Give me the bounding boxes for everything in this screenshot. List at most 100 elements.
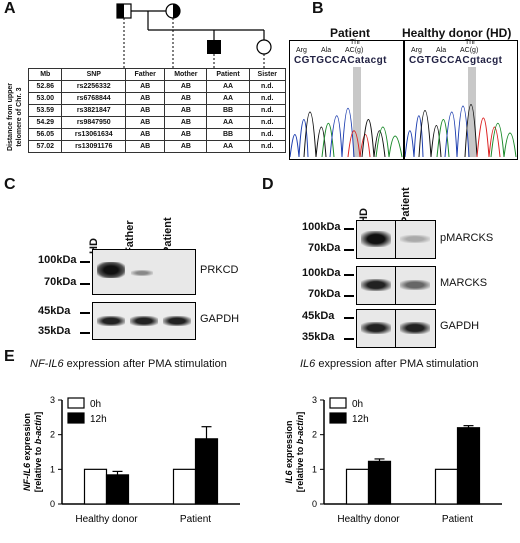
x-tick-label: Healthy donor	[337, 514, 400, 525]
marker-70kda: 70kDa	[308, 242, 341, 254]
cell: rs13061634	[61, 128, 127, 141]
marker-35kda: 35kDa	[38, 325, 71, 337]
side-label-line-2: telomere of Chr. 3	[16, 87, 23, 147]
snp-row: 54.29 rs9847950 AB AB AA n.d.	[27, 116, 287, 129]
chromatogram-hd-title: Healthy donor (HD)	[402, 26, 512, 40]
cell: AB	[164, 140, 208, 153]
chromatogram-hd: Arg Ala Thr AC(g) CGTGCCACgtacgt	[404, 39, 518, 160]
variant-highlight	[468, 67, 476, 157]
chromatogram-patient-title: Patient	[330, 26, 371, 40]
legend-swatch-12h	[67, 412, 85, 424]
bar-12h	[194, 438, 219, 505]
cell: n.d.	[248, 140, 287, 153]
blot-label-prkcd: PRKCD	[200, 264, 239, 276]
legend-label-0h: 0h	[352, 399, 363, 410]
aa-thr: Thr	[465, 39, 476, 46]
lane-label-patient: Patient	[400, 187, 412, 224]
blot-marcks	[356, 266, 436, 305]
bar-0h	[83, 468, 108, 505]
bar-0h	[345, 468, 370, 505]
marker-tick	[344, 249, 354, 251]
legend-swatch-0h	[329, 397, 347, 409]
cell: n.d.	[248, 80, 287, 93]
variant-highlight	[353, 67, 361, 157]
title-italic: NF-IL6	[30, 358, 64, 370]
snp-row: 56.05 rs13061634 AB AB BB n.d.	[27, 128, 287, 141]
snp-row: 57.02 rs13091176 AB AB AA n.d.	[27, 140, 287, 153]
cell: BB	[206, 128, 250, 141]
snp-row: 52.86 rs2256332 AB AB AA n.d.	[27, 80, 287, 93]
snp-header-row: Mb SNP Father Mother Patient Sister	[27, 68, 287, 81]
y-axis-label-2: [relative to b-actin]	[295, 412, 305, 493]
chart-nfil6: 0 1 2 3 NF-IL6 expression[relative to b-acti…	[22, 395, 240, 525]
chart-title-il6: IL6 expression after PMA stimulation	[300, 358, 479, 370]
hd-sequence: CGTGCCACgtacgt	[409, 55, 503, 66]
cell: 53.00	[27, 92, 63, 105]
marker-tick	[344, 317, 354, 319]
bar-12h	[105, 474, 130, 505]
band	[130, 316, 158, 326]
y-axis-label: IL6 expression	[284, 420, 294, 483]
cell: rs13091176	[61, 140, 127, 153]
band	[361, 279, 391, 291]
chromatogram-patient: Arg Ala Thr AC(g) CGTGCCACatacgt	[289, 39, 404, 160]
cell: AB	[164, 116, 208, 129]
cell: AB	[125, 140, 166, 153]
y-axis-label-2: [relative to b-actin]	[33, 412, 43, 493]
pedigree-sister	[256, 39, 272, 55]
cell: AB	[164, 128, 208, 141]
pedigree-patient	[207, 40, 221, 54]
cell: AA	[206, 140, 250, 153]
cell: AA	[206, 80, 250, 93]
legend-swatch-12h	[329, 412, 347, 424]
aa-arg: Arg	[411, 47, 422, 54]
bar-0h	[172, 468, 197, 505]
pedigree	[116, 3, 272, 68]
col-mother: Mother	[164, 68, 208, 81]
band	[400, 322, 430, 334]
cell: 54.29	[27, 116, 63, 129]
bar-0h	[434, 468, 459, 505]
marker-100kda: 100kDa	[38, 254, 77, 266]
legend-swatch-0h	[67, 397, 85, 409]
band	[361, 231, 391, 247]
splice-line	[395, 267, 396, 304]
codon-label: AC(g)	[460, 47, 479, 54]
cell: AB	[125, 104, 166, 117]
band	[400, 280, 430, 290]
x-tick-label: Patient	[180, 514, 211, 525]
codon-label: AC(g)	[345, 47, 364, 54]
marker-70kda: 70kDa	[44, 276, 77, 288]
pedigree-mother	[165, 3, 181, 19]
hd-trace	[405, 104, 517, 158]
blot-gapdh	[92, 302, 196, 340]
marker-70kda: 70kDa	[308, 288, 341, 300]
y-tick-label: 2	[312, 430, 317, 440]
marker-35kda: 35kDa	[302, 331, 335, 343]
cell: n.d.	[248, 104, 287, 117]
cell: AA	[206, 116, 250, 129]
blot-pmarcks	[356, 220, 436, 259]
marker-tick	[80, 312, 90, 314]
snp-row: 53.00 rs6768844 AB AB AA n.d.	[27, 92, 287, 105]
legend-label-0h: 0h	[90, 399, 101, 410]
snp-table: Mb SNP Father Mother Patient Sister 52.8…	[27, 68, 287, 153]
y-tick-label: 1	[50, 464, 55, 474]
cell: AB	[125, 92, 166, 105]
marker-tick	[344, 228, 354, 230]
panel-letter-e: E	[4, 348, 15, 365]
cell: AB	[164, 80, 208, 93]
chart-il6: 0 1 2 3 IL6 expression [relative to b-actin] H…	[284, 395, 502, 525]
marker-tick	[344, 295, 354, 297]
title-rest: expression after PMA stimulation	[315, 358, 479, 370]
patient-trace	[290, 107, 403, 158]
blot-label-gapdh: GAPDH	[440, 320, 480, 332]
band	[97, 316, 125, 326]
cell: 57.02	[27, 140, 63, 153]
band	[97, 262, 125, 278]
panel-letter-d: D	[262, 176, 274, 193]
marker-tick	[80, 261, 90, 263]
aa-thr: Thr	[350, 39, 361, 46]
legend-label-12h: 12h	[352, 414, 369, 425]
blot-label-gapdh: GAPDH	[200, 313, 240, 325]
